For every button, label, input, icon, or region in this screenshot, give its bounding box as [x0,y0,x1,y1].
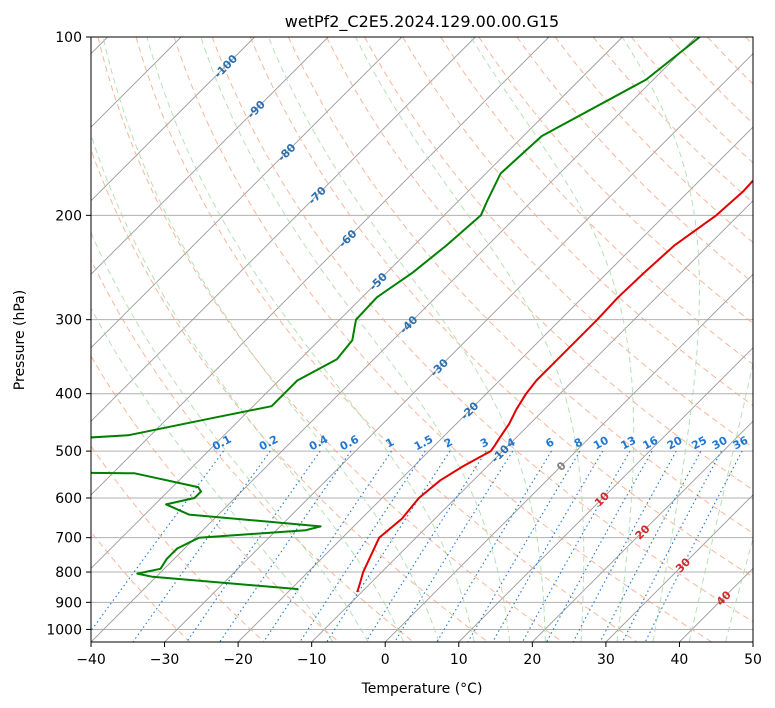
isotherm-line [91,37,476,422]
dry-adiabat [249,37,753,578]
mixing-ratio-line [492,450,604,642]
y-tick-label: 900 [55,595,82,611]
mixing-ratio-label: 13 [619,434,639,453]
dry-adiabat [97,37,563,642]
isotherm-line [91,37,550,496]
moist-adiabat [688,360,753,642]
mixing-ratio-label: 10 [591,434,611,453]
mixing-ratio-line [467,450,581,642]
y-tick-label: 400 [55,387,82,403]
x-tick-label: 10 [450,652,468,668]
moist-adiabat [621,37,700,642]
moist-adiabat [355,37,585,642]
mixing-ratio-line [219,450,352,642]
y-axis-title: Pressure (hPa) [12,290,28,390]
isotherm-line [605,494,753,642]
mixing-ratio-line [622,450,722,642]
dry-adiabat [91,148,489,642]
dry-adiabat [326,37,753,491]
mixing-ratio-label: 25 [689,434,709,453]
temperature-profile [356,179,753,593]
isotherm-line [91,37,256,202]
moist-adiabat [102,37,440,642]
mixing-ratio-label: 16 [641,434,661,453]
x-tick-label: −20 [223,652,253,668]
x-tick-label: 20 [523,652,541,668]
mixing-ratio-label: 30 [710,434,730,453]
mixing-ratio-label: 36 [731,434,751,453]
y-tick-label: 200 [55,208,82,224]
mixing-ratio-line [91,450,224,632]
x-tick-label: −30 [150,652,180,668]
moist-adiabat [146,37,475,642]
plot-area [91,37,753,642]
mixing-ratio-line [522,450,631,642]
isotherm-line [91,37,403,349]
mixing-ratio-line [599,450,702,642]
dry-adiabat [440,37,753,365]
dry-adiabat [135,37,638,642]
dry-adiabat [287,37,753,534]
chart-title: wetPf2_C2E5.2024.129.00.00.G15 [285,12,559,32]
isotherm-line [91,37,329,275]
x-tick-label: −10 [297,652,327,668]
y-tick-label: 1000 [46,622,82,638]
mixing-ratio-line [546,450,653,642]
mixing-ratio-line [299,450,426,642]
isotherm-line [531,420,753,642]
isotherm-line [458,347,753,642]
isotherm-line [91,37,623,570]
isotherm-line [164,52,753,642]
y-tick-label: 600 [55,491,82,507]
mixing-ratio-line [572,450,677,642]
dry-adiabat [402,37,753,407]
isotherm-line [384,273,753,642]
x-tick-label: 30 [597,652,615,668]
moist-adiabat [91,231,369,642]
mixing-ratio-line [263,450,392,642]
x-tick-label: 50 [744,652,762,668]
mixing-ratio-label: 20 [665,434,685,453]
dry-adiabat [478,37,753,324]
isotherm-line [237,126,753,642]
y-tick-label: 700 [55,531,82,547]
y-tick-label: 100 [55,30,82,46]
moist-adiabat [200,37,511,642]
y-tick-label: 300 [55,313,82,329]
plot-frame [90,36,754,643]
mixing-ratio-line [436,450,552,642]
x-axis-title: Temperature (°C) [361,681,483,697]
dewpoint-profile [91,37,701,591]
dry-adiabat [173,37,713,642]
dry-adiabat [211,37,753,623]
y-tick-label: 500 [55,444,82,460]
moist-adiabat [91,133,405,642]
moist-adiabat [91,307,334,642]
dry-adiabat [91,258,414,642]
x-tick-label: 0 [381,652,390,668]
y-tick-label: 800 [55,565,82,581]
x-tick-label: −40 [76,652,106,668]
moist-adiabat [725,536,753,642]
mixing-ratio-line [326,450,451,642]
dry-adiabat [91,445,265,642]
x-tick-label: 40 [671,652,689,668]
axes-layer: −40 −30 −20 −10 0 10 20 30 40 50 100 200 300 400 500 60… [46,30,762,668]
mixing-ratio-line [644,450,743,642]
moist-adiabat [267,37,546,642]
